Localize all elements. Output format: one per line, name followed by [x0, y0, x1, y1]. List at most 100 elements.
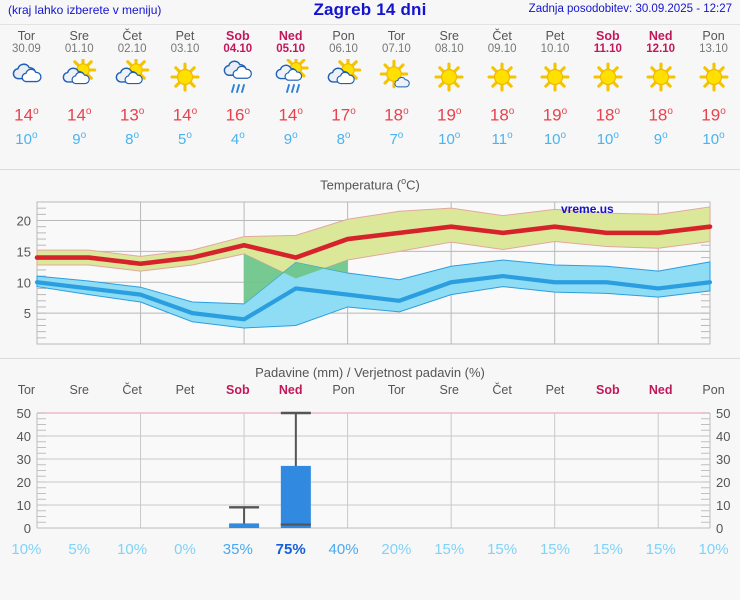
day-column-30.09[interactable]: Tor 30.09 14o 10o: [0, 25, 53, 149]
last-updated: Zadnja posodobitev: 30.09.2025 - 12:27: [528, 3, 732, 15]
day-date: 06.10: [329, 43, 358, 55]
precipitation-chart: 0 0 10 10 20 20 30 30 40 40 50 50: [0, 403, 740, 541]
precip-day-label: Pet: [175, 383, 195, 397]
weather-icon-wrap: [634, 59, 687, 99]
weather-icon-wrap: [476, 59, 529, 99]
day-name: Pet: [545, 29, 565, 43]
svg-text:15: 15: [17, 244, 31, 259]
precip-probability: 10%: [11, 541, 42, 558]
day-name: Tor: [387, 29, 406, 43]
temp-min: 10o: [438, 129, 461, 148]
precip-probability: 10%: [698, 541, 729, 558]
svg-text:10: 10: [17, 498, 31, 513]
day-column-09.10[interactable]: Čet 09.10 18o 11o: [476, 25, 529, 149]
day-date: 13.10: [699, 43, 728, 55]
precip-day-label: Sre: [439, 383, 459, 397]
temp-min: 4o: [230, 129, 245, 148]
header-bar: (kraj lahko izberete v meniju) Zagreb 14…: [0, 0, 740, 24]
temp-min: 10o: [702, 129, 725, 148]
svg-text:0: 0: [24, 521, 31, 536]
temp-max: 14o: [172, 105, 198, 125]
page-title: Zagreb 14 dni: [313, 0, 427, 19]
precip-probability: 5%: [68, 541, 91, 558]
svg-text:20: 20: [716, 475, 730, 490]
day-column-08.10[interactable]: Sre 08.10 19o 10o: [423, 25, 476, 149]
precip-probability: 15%: [539, 541, 570, 558]
day-name: Sre: [439, 29, 459, 43]
day-name: Čet: [122, 29, 142, 43]
weather-icon-wrap: [370, 59, 423, 99]
weather-icon-wrap: [53, 59, 106, 99]
temp-min: 9o: [653, 129, 668, 148]
precip-day-label: Čet: [492, 383, 512, 397]
svg-text:30: 30: [17, 452, 31, 467]
precip-probability: 15%: [592, 541, 623, 558]
svg-text:10: 10: [716, 498, 730, 513]
day-column-01.10[interactable]: Sre 01.10 14o 9o: [53, 25, 106, 149]
day-column-04.10[interactable]: Sob 04.10 16o 4o: [211, 25, 264, 149]
svg-text:5: 5: [24, 306, 31, 321]
weather-icon-wrap: [264, 59, 317, 99]
day-date: 04.10: [223, 43, 253, 55]
day-column-03.10[interactable]: Pet 03.10 14o 5o: [159, 25, 212, 149]
temp-max: 13o: [119, 105, 145, 125]
day-name: Pon: [702, 29, 725, 43]
watermark: vreme.us: [561, 202, 614, 216]
weather-icon-wrap: [529, 59, 582, 99]
precip-day-label: Sre: [69, 383, 89, 397]
temp-max: 14o: [67, 105, 92, 125]
weather-icon-partly-sunny: [62, 59, 97, 85]
temp-chart-divider: [0, 358, 740, 359]
day-date: 10.10: [540, 43, 570, 55]
day-column-05.10[interactable]: Ned 05.10 14o 9o: [264, 25, 317, 149]
precip-day-label: Pon: [702, 383, 725, 397]
precip-probability: 35%: [222, 541, 253, 558]
svg-text:40: 40: [17, 429, 31, 444]
temperature-chart-title: Temperatura (oC): [320, 176, 420, 193]
weather-icon-sunny: [593, 62, 623, 92]
day-name: Čet: [492, 29, 512, 43]
precip-day-label: Ned: [648, 383, 673, 397]
day-column-12.10[interactable]: Ned 12.10 18o 9o: [634, 25, 687, 149]
svg-text:40: 40: [716, 429, 730, 444]
temp-max: 18o: [595, 105, 621, 125]
weather-icon-wrap: [0, 59, 53, 99]
temp-max: 18o: [648, 105, 673, 125]
weather-icon-wrap: [581, 59, 634, 99]
daily-forecast-strip: Tor 30.09 14o 10o Sre 01.10 14o 9o Čet 02.10 13…: [0, 25, 740, 165]
day-name: Sob: [226, 29, 250, 43]
svg-text:20: 20: [17, 475, 31, 490]
temp-min: 8o: [336, 129, 351, 148]
day-name: Sre: [69, 29, 89, 43]
weather-icon-partly-sunny: [327, 59, 361, 85]
svg-text:50: 50: [716, 406, 730, 421]
precip-day-label: Sob: [226, 383, 250, 397]
day-column-11.10[interactable]: Sob 11.10 18o 10o: [581, 25, 634, 149]
temp-max: 18o: [489, 105, 515, 125]
day-column-13.10[interactable]: Pon 13.10 19o 10o: [687, 25, 740, 149]
precip-day-label: Pet: [545, 383, 565, 397]
day-column-07.10[interactable]: Tor 07.10 18o 7o: [370, 25, 423, 149]
day-column-10.10[interactable]: Pet 10.10 19o 10o: [529, 25, 582, 149]
precip-probability: 15%: [434, 541, 465, 558]
weather-icon-partly-sunny: [115, 59, 150, 85]
temp-max: 16o: [225, 105, 251, 125]
day-date: 01.10: [64, 43, 94, 55]
weather-icon-cloudy: [13, 63, 42, 83]
svg-text:10: 10: [17, 275, 31, 290]
weather-icon-sunny: [434, 62, 464, 92]
temp-min: 8o: [125, 129, 140, 148]
day-column-02.10[interactable]: Čet 02.10 13o 8o: [106, 25, 159, 149]
temp-min: 10o: [15, 129, 38, 148]
day-date: 09.10: [487, 43, 517, 55]
day-date: 05.10: [276, 43, 306, 55]
precip-day-label: Tor: [17, 383, 36, 397]
temp-min: 10o: [543, 129, 567, 148]
weather-icon-wrap: [106, 59, 159, 99]
day-column-06.10[interactable]: Pon 06.10 17o 8o: [317, 25, 370, 149]
weather-icon-wrap: [211, 59, 264, 99]
weather-icon-sunny: [698, 62, 729, 92]
weather-icon-wrap: [159, 59, 212, 99]
day-date: 07.10: [382, 43, 411, 55]
weather-icon-wrap: [687, 59, 740, 99]
